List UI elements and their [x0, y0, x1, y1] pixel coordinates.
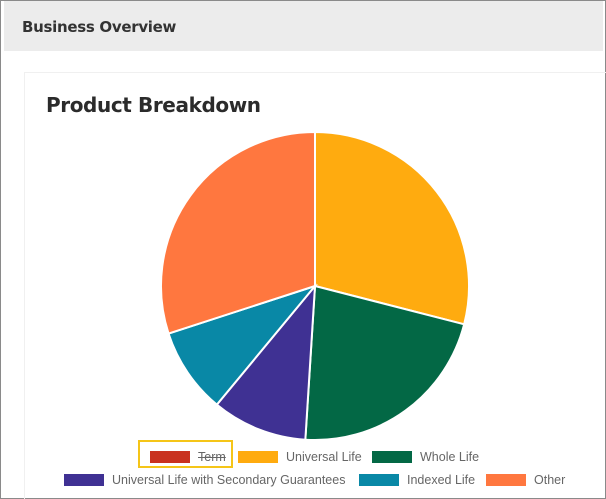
- legend-label-whole-life: Whole Life: [420, 450, 480, 464]
- legend-swatch-term: [150, 451, 190, 463]
- legend-item-other[interactable]: Other: [486, 470, 565, 490]
- legend-item-indexed-life[interactable]: Indexed Life: [359, 470, 475, 490]
- legend-swatch-other: [486, 474, 526, 486]
- legend-label-universal-life: Universal Life: [286, 450, 362, 464]
- pie-slice-universal-life-with-secondary-guarantees[interactable]: [215, 282, 317, 441]
- legend-swatch-universal-life: [238, 451, 278, 463]
- legend-label-ul-secondary-guarantees: Universal Life with Secondary Guarantees: [112, 473, 346, 487]
- chart-title: Product Breakdown: [46, 93, 261, 117]
- legend-swatch-whole-life: [372, 451, 412, 463]
- legend-swatch-indexed-life: [359, 474, 399, 486]
- legend-label-other: Other: [534, 473, 566, 487]
- legend-item-universal-life[interactable]: Universal Life: [238, 447, 362, 467]
- highlight-box: [138, 440, 233, 468]
- legend-swatch-ul-secondary-guarantees: [64, 474, 104, 486]
- pie-slice-whole-life[interactable]: [304, 284, 466, 441]
- pie-slice-universal-life[interactable]: [314, 130, 470, 326]
- legend-item-term[interactable]: Term: [150, 447, 226, 467]
- legend-label-indexed-life: Indexed Life: [407, 473, 476, 487]
- legend-label-term: Term: [198, 450, 226, 464]
- panel-header: Business Overview: [4, 1, 603, 51]
- pie-slice-other[interactable]: [160, 130, 316, 335]
- panel-title: Business Overview: [22, 18, 177, 36]
- chart-card: Product Breakdown: [24, 72, 606, 499]
- legend-item-whole-life[interactable]: Whole Life: [372, 447, 479, 467]
- pie-slice-indexed-life[interactable]: [167, 283, 318, 407]
- legend-item-ul-secondary-guarantees[interactable]: Universal Life with Secondary Guarantees: [64, 470, 345, 490]
